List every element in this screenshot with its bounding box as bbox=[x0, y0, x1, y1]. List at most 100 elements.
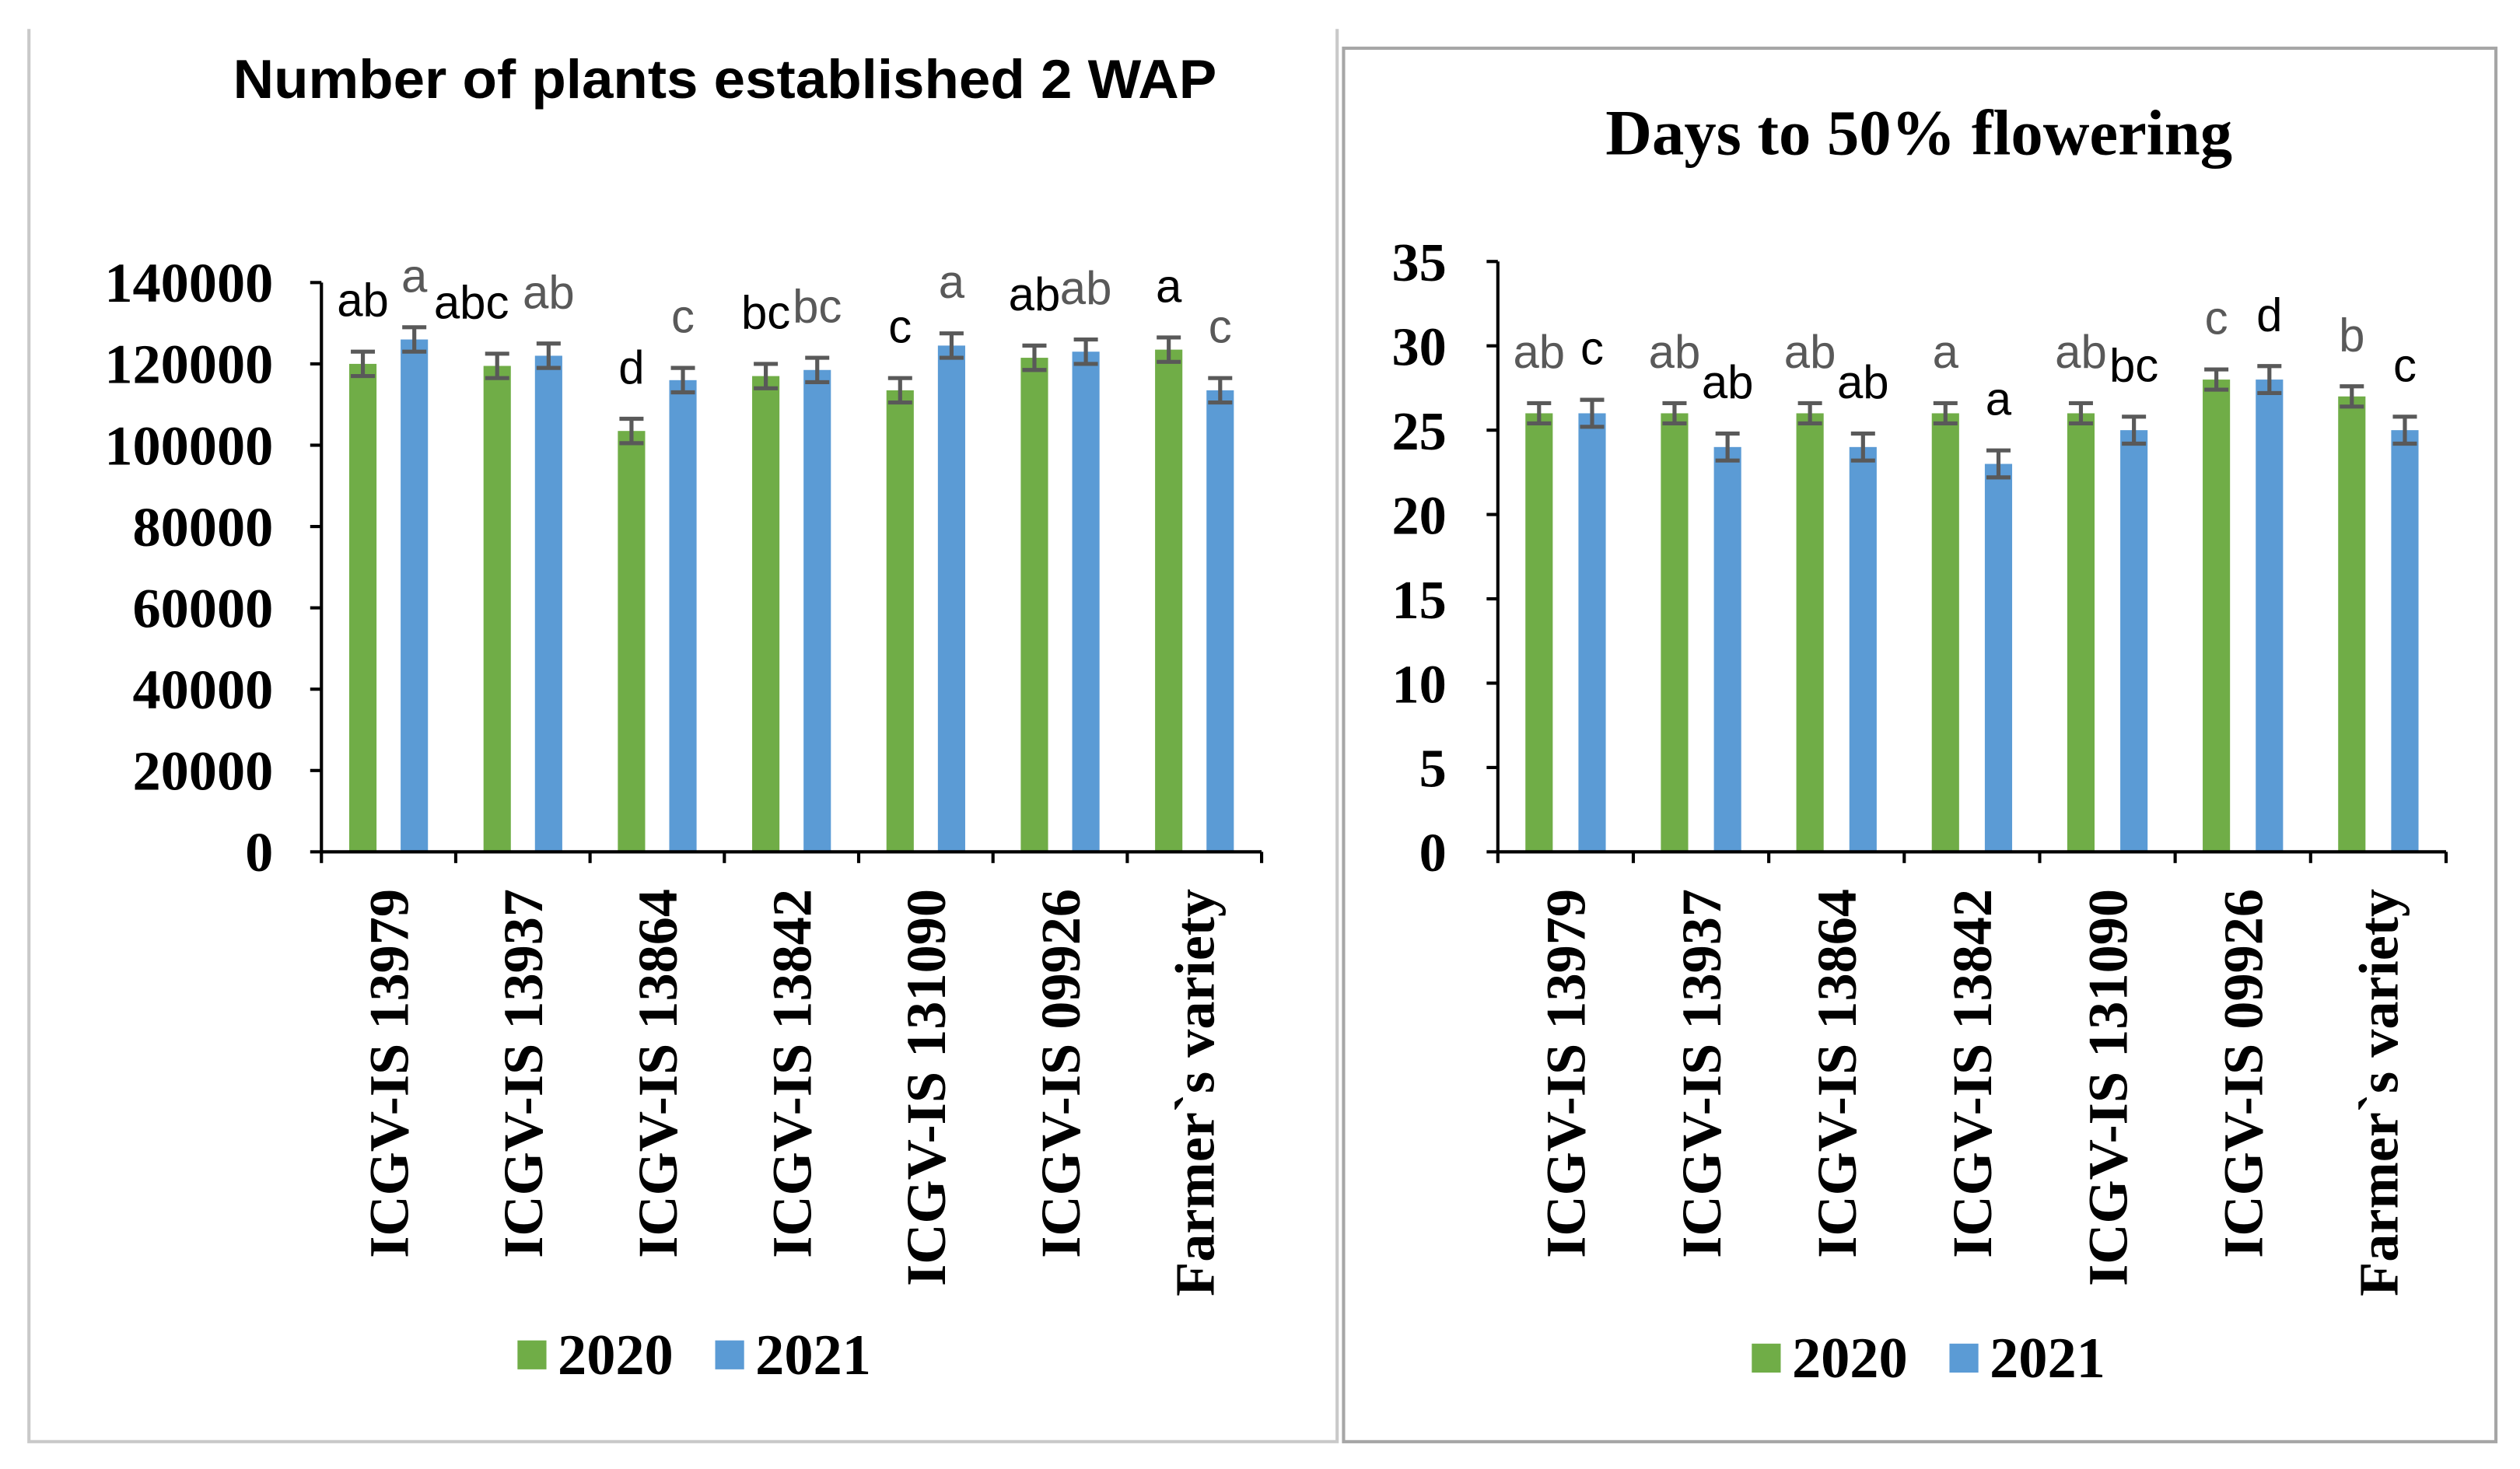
left-y-tick-label-60000: 60000 bbox=[133, 577, 274, 639]
left-x-tick-label-icgv-is-13937: ICGV-IS 13937 bbox=[492, 889, 555, 1258]
right-bar-icgv-is-13979-2021 bbox=[1578, 413, 1606, 852]
right-legend-swatch-2020 bbox=[1752, 1343, 1781, 1373]
left-error-bar-icgv-is-13864-2021 bbox=[670, 366, 695, 395]
left-error-bar-icgv-is-09926-2021 bbox=[1073, 337, 1098, 366]
left-bar-icgv-is-13937-2021 bbox=[534, 355, 562, 852]
right-y-tick-label-20: 20 bbox=[1391, 485, 1446, 546]
left-error-bar-farmer-s-variety-2020 bbox=[1157, 335, 1181, 364]
left-bar-farmer-s-variety-2021 bbox=[1206, 390, 1234, 852]
right-bar-icgv-is-13979-2020 bbox=[1525, 413, 1553, 852]
right-significance-letter-icgv-is-09926-2021: d bbox=[2256, 289, 2282, 341]
right-legend-swatch-2021 bbox=[1949, 1343, 1979, 1373]
left-x-tick-label-icgv-is-09926: ICGV-IS 09926 bbox=[1030, 889, 1092, 1258]
left-significance-letter-icgv-is-13937-2020: abc bbox=[434, 276, 509, 328]
left-y-tick-label-100000: 100000 bbox=[104, 414, 273, 477]
right-error-bar-icgv-is-131090-2020 bbox=[2068, 400, 2093, 426]
right-bar-farmer-s-variety-2021 bbox=[2391, 430, 2419, 852]
right-x-tick-label-icgv-is-09926: ICGV-IS 09926 bbox=[2213, 889, 2275, 1258]
left-legend-swatch-2020 bbox=[517, 1340, 547, 1369]
right-x-tick-label-icgv-is-13864: ICGV-IS 13864 bbox=[1806, 889, 1868, 1258]
left-bar-icgv-is-131090-2021 bbox=[937, 345, 965, 852]
right-bar-icgv-is-09926-2021 bbox=[2256, 379, 2284, 852]
left-error-bar-icgv-is-13842-2021 bbox=[805, 355, 830, 385]
right-error-bar-icgv-is-13937-2021 bbox=[1715, 431, 1740, 463]
left-significance-letter-icgv-is-13864-2020: d bbox=[618, 341, 644, 393]
left-significance-letter-icgv-is-131090-2020: c bbox=[888, 301, 912, 353]
left-legend-label-2021: 2021 bbox=[755, 1324, 871, 1387]
right-bar-icgv-is-13842-2020 bbox=[1931, 413, 1959, 852]
left-chart-legend: 2020 2021 bbox=[517, 1324, 871, 1387]
right-chart-title: Days to 50% flowering bbox=[1605, 96, 2232, 168]
left-bar-icgv-is-13864-2020 bbox=[618, 431, 646, 852]
left-y-tick-label-80000: 80000 bbox=[133, 496, 274, 558]
left-legend-label-2020: 2020 bbox=[558, 1324, 674, 1387]
right-y-tick-label-30: 30 bbox=[1391, 317, 1446, 377]
left-significance-letter-icgv-is-13842-2021: bc bbox=[793, 281, 842, 333]
right-significance-letter-icgv-is-131090-2021: bc bbox=[2109, 339, 2158, 391]
left-x-tick-label-icgv-is-13864: ICGV-IS 13864 bbox=[627, 889, 689, 1258]
right-error-bar-icgv-is-13864-2021 bbox=[1850, 431, 1875, 463]
right-chart-legend: 2020 2021 bbox=[1752, 1327, 2105, 1390]
left-y-tick-label-20000: 20000 bbox=[133, 740, 274, 803]
right-significance-letter-icgv-is-13842-2021: a bbox=[1986, 373, 2012, 425]
left-bar-icgv-is-13979-2020 bbox=[348, 363, 377, 852]
left-bar-icgv-is-13842-2021 bbox=[803, 369, 831, 852]
left-significance-letter-icgv-is-13979-2021: a bbox=[401, 250, 428, 302]
right-error-bar-icgv-is-13937-2020 bbox=[1662, 400, 1687, 426]
left-significance-letter-icgv-is-09926-2020: ab bbox=[1009, 268, 1061, 320]
left-legend-swatch-2021 bbox=[715, 1340, 744, 1369]
left-bar-icgv-is-13979-2021 bbox=[401, 339, 429, 852]
left-x-tick-label-farmer-s-variety: Farmer`s variety bbox=[1164, 889, 1227, 1296]
left-bar-icgv-is-13842-2020 bbox=[752, 376, 780, 852]
left-error-bar-icgv-is-13842-2020 bbox=[754, 362, 779, 390]
right-significance-letter-icgv-is-13937-2020: ab bbox=[1649, 326, 1701, 378]
left-error-bar-icgv-is-13864-2020 bbox=[619, 416, 644, 446]
right-bar-farmer-s-variety-2020 bbox=[2338, 396, 2366, 852]
left-significance-letter-icgv-is-13842-2020: bc bbox=[741, 286, 790, 338]
left-error-bar-icgv-is-13979-2020 bbox=[351, 349, 376, 379]
left-y-tick-label-0: 0 bbox=[245, 821, 273, 883]
right-legend-label-2021: 2021 bbox=[1990, 1327, 2105, 1390]
left-y-tick-label-140000: 140000 bbox=[104, 252, 273, 314]
left-error-bar-icgv-is-09926-2020 bbox=[1022, 343, 1047, 372]
right-y-tick-label-0: 0 bbox=[1419, 823, 1447, 883]
right-x-tick-label-farmer-s-variety: Farmer`s variety bbox=[2348, 889, 2410, 1296]
right-significance-letter-icgv-is-09926-2020: c bbox=[2205, 292, 2228, 345]
left-significance-letter-icgv-is-131090-2021: a bbox=[939, 256, 965, 308]
right-significance-letter-icgv-is-131090-2020: ab bbox=[2055, 326, 2107, 378]
right-x-tick-label-icgv-is-13979: ICGV-IS 13979 bbox=[1535, 889, 1598, 1258]
right-y-tick-label-5: 5 bbox=[1419, 739, 1447, 799]
right-significance-letter-farmer-s-variety-2020: b bbox=[2339, 309, 2364, 361]
right-bar-icgv-is-13937-2020 bbox=[1661, 413, 1689, 852]
right-bar-icgv-is-13864-2021 bbox=[1849, 446, 1877, 852]
left-bar-icgv-is-13864-2021 bbox=[669, 379, 697, 852]
left-x-tick-label-icgv-is-13842: ICGV-IS 13842 bbox=[761, 889, 823, 1258]
left-error-bar-icgv-is-13979-2021 bbox=[402, 325, 427, 354]
right-y-tick-label-15: 15 bbox=[1391, 570, 1446, 631]
left-x-tick-label-icgv-is-131090: ICGV-IS 131090 bbox=[895, 889, 957, 1286]
right-error-bar-icgv-is-13979-2020 bbox=[1527, 400, 1552, 426]
right-significance-letter-farmer-s-variety-2021: c bbox=[2393, 339, 2417, 391]
right-significance-letter-icgv-is-13937-2021: ab bbox=[1702, 356, 1754, 408]
right-error-bar-icgv-is-13842-2021 bbox=[1986, 448, 2011, 480]
right-x-tick-label-icgv-is-13937: ICGV-IS 13937 bbox=[1671, 889, 1733, 1258]
right-error-bar-icgv-is-09926-2021 bbox=[2257, 364, 2282, 396]
right-significance-letter-icgv-is-13979-2020: ab bbox=[1513, 326, 1565, 378]
right-x-tick-label-icgv-is-13842: ICGV-IS 13842 bbox=[1941, 889, 2004, 1258]
left-significance-letter-icgv-is-09926-2021: ab bbox=[1060, 262, 1112, 314]
right-significance-letter-icgv-is-13842-2020: a bbox=[1933, 326, 1959, 378]
right-significance-letter-icgv-is-13864-2020: ab bbox=[1784, 326, 1836, 378]
right-significance-letter-icgv-is-13979-2021: c bbox=[1580, 323, 1604, 375]
right-x-tick-label-icgv-is-131090: ICGV-IS 131090 bbox=[2077, 889, 2139, 1286]
right-significance-letter-icgv-is-13864-2021: ab bbox=[1837, 356, 1889, 408]
left-significance-letter-farmer-s-variety-2020: a bbox=[1156, 260, 1182, 312]
left-significance-letter-icgv-is-13979-2020: ab bbox=[337, 275, 389, 327]
right-error-bar-icgv-is-131090-2021 bbox=[2122, 414, 2147, 446]
left-bar-icgv-is-13937-2020 bbox=[483, 366, 511, 852]
right-y-tick-label-10: 10 bbox=[1391, 654, 1446, 715]
left-bar-icgv-is-09926-2021 bbox=[1072, 352, 1100, 852]
right-legend-label-2020: 2020 bbox=[1792, 1327, 1908, 1390]
right-bar-icgv-is-09926-2020 bbox=[2203, 379, 2231, 852]
left-error-bar-farmer-s-variety-2021 bbox=[1208, 376, 1233, 405]
